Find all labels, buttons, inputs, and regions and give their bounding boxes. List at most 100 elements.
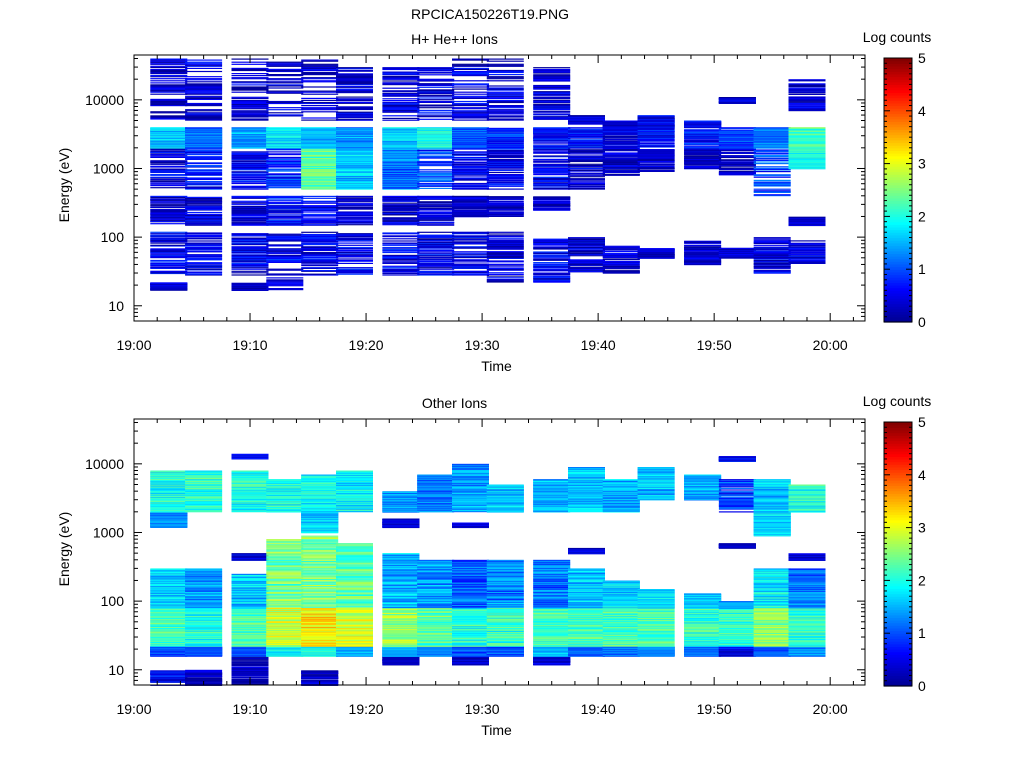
heatmap-cell (185, 620, 223, 622)
heatmap-cell (266, 269, 304, 271)
heatmap-cell (417, 91, 455, 93)
heatmap-cell (336, 233, 373, 236)
heatmap-cell (231, 615, 269, 617)
heatmap-cell (185, 244, 223, 246)
heatmap-cell (417, 245, 455, 247)
heatmap-cell (382, 249, 420, 251)
heatmap-cell (417, 107, 455, 109)
heatmap-cell (382, 178, 420, 180)
heatmap-cell (231, 81, 269, 83)
heatmap-cell (231, 127, 269, 129)
heatmap-cell (452, 177, 489, 179)
heatmap-cell (336, 237, 373, 239)
heatmap-cell (336, 102, 373, 104)
heatmap-cell (417, 71, 455, 73)
heatmap-cell (301, 213, 339, 215)
heatmap-cell (452, 259, 489, 261)
heatmap-cell (150, 509, 188, 511)
heatmap-cell (231, 626, 269, 628)
heatmap-cell (301, 165, 339, 167)
heatmap-cell (382, 186, 420, 188)
heatmap-cell (150, 604, 188, 606)
heatmap-cell (150, 272, 188, 275)
heatmap-cell (301, 119, 339, 121)
heatmap-cell (568, 147, 605, 149)
heatmap-cell (266, 65, 304, 67)
heatmap-cell (486, 168, 524, 170)
heatmap-cell (382, 232, 420, 234)
heatmap-cell (150, 471, 188, 474)
heatmap-cell (753, 244, 791, 246)
colorbar-swatch (884, 166, 912, 170)
heatmap-cell (533, 105, 571, 107)
heatmap-cell (301, 231, 339, 233)
x-tick-label: 19:10 (233, 337, 268, 353)
heatmap-cell (788, 251, 826, 253)
heatmap-cell (266, 257, 304, 260)
heatmap-cell (417, 97, 455, 99)
heatmap-cell (382, 198, 420, 200)
heatmap-cell (336, 108, 373, 110)
heatmap-cell (417, 187, 455, 189)
heatmap-cell (452, 243, 489, 245)
heatmap-cell (301, 158, 339, 160)
heatmap-cell (150, 267, 188, 269)
heatmap-cell (568, 169, 605, 172)
heatmap-cell (185, 637, 223, 639)
heatmap-cell (417, 211, 455, 213)
heatmap-cell (336, 159, 373, 161)
heatmap-cell (602, 264, 640, 266)
heatmap-cell (231, 213, 269, 215)
heatmap-cell (231, 483, 269, 485)
heatmap-cell (185, 244, 223, 246)
heatmap-cell (301, 91, 339, 93)
heatmap-cell (150, 476, 188, 478)
heatmap-cell (301, 160, 339, 162)
heatmap-cell (266, 205, 304, 207)
heatmap-cell (382, 100, 420, 102)
heatmap-cell (185, 113, 223, 115)
heatmap-cell (336, 85, 373, 87)
heatmap-cell (486, 129, 524, 132)
heatmap-cell (301, 151, 339, 153)
heatmap-cell (452, 70, 489, 73)
heatmap-cell (602, 120, 640, 122)
heatmap-cell (150, 484, 188, 486)
heatmap-cell (417, 109, 455, 111)
heatmap-cell (185, 256, 223, 258)
heatmap-cell (533, 255, 571, 257)
heatmap-cell (382, 95, 420, 97)
heatmap-cell (231, 491, 269, 493)
heatmap-cell (753, 265, 791, 267)
heatmap-cell (150, 487, 188, 489)
heatmap-cell (150, 611, 188, 613)
heatmap-cell (185, 115, 223, 117)
heatmap-cell (231, 501, 269, 503)
heatmap-cell (533, 174, 571, 176)
heatmap-cell (231, 264, 269, 266)
heatmap-cell (185, 119, 223, 121)
heatmap-cell (185, 59, 223, 61)
heatmap-cell (602, 263, 640, 265)
heatmap-cell (301, 246, 339, 249)
heatmap-cell (336, 172, 373, 174)
heatmap-cell (150, 163, 188, 165)
x-tick-label: 19:30 (465, 337, 500, 353)
heatmap-cell (336, 81, 373, 83)
heatmap-cell (486, 115, 524, 117)
heatmap-cell (231, 656, 269, 658)
heatmap-cell (602, 268, 640, 270)
heatmap-cell (382, 269, 420, 271)
heatmap-cell (382, 156, 420, 158)
heatmap-cell (231, 241, 269, 243)
heatmap-cell (382, 206, 420, 208)
heatmap-cell (486, 245, 524, 247)
heatmap-cell (301, 221, 339, 223)
heatmap-cell (266, 611, 304, 613)
heatmap-cell (231, 481, 269, 483)
heatmap-cell (417, 180, 455, 183)
heatmap-cell (486, 188, 524, 190)
heatmap-cell (185, 594, 223, 596)
heatmap-cell (533, 248, 571, 250)
heatmap-cell (533, 252, 571, 254)
